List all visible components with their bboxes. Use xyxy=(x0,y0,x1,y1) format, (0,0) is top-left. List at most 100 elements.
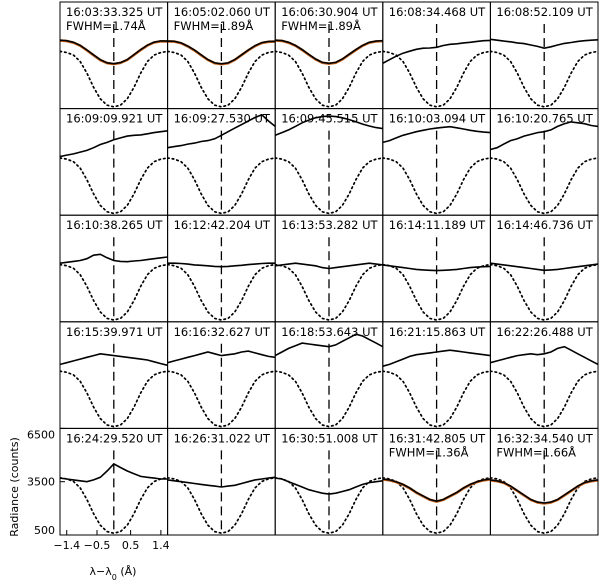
panel-timestamp: 16:09:09.921 UT xyxy=(66,112,163,126)
reference-profile-line xyxy=(490,263,598,321)
reference-profile-line xyxy=(382,263,491,321)
panel-fwhm-label: FWHM=1.89Å xyxy=(174,18,254,33)
panel-timestamp: 16:15:39.971 UT xyxy=(66,325,163,339)
panel-timestamp: 16:05:02.060 UT xyxy=(174,5,271,19)
panel-plot-area xyxy=(275,24,383,109)
reference-profile-line xyxy=(382,157,491,215)
reference-profile-line xyxy=(275,370,383,428)
x-tick-label: 0.5 xyxy=(122,539,140,552)
panel-plot-area xyxy=(167,237,276,322)
panel-plot-area xyxy=(60,237,168,322)
spectrum-panel: 16:10:20.765 UT xyxy=(489,108,599,216)
panel-timestamp: 16:10:38.265 UT xyxy=(66,218,163,232)
reference-profile-line xyxy=(167,157,276,215)
panel-fwhm-label: FWHM=1.74Å xyxy=(66,18,146,33)
panel-plot-area xyxy=(60,24,168,109)
spectrum-panel: 16:09:09.921 UT xyxy=(59,108,169,216)
x-tick-label: 1.4 xyxy=(152,539,170,552)
panel-plot-area xyxy=(382,237,491,322)
observed-profile-line xyxy=(60,253,168,264)
spectrum-panel: 16:18:53.643 UT xyxy=(274,321,384,429)
x-tick-label: −1.4 xyxy=(53,539,80,552)
panel-plot-area xyxy=(382,343,491,429)
panel-plot-area xyxy=(382,450,491,535)
panel-timestamp: 16:24:29.520 UT xyxy=(66,431,163,445)
x-axis-title: λ−λ0 (Å) xyxy=(90,565,137,581)
panel-timestamp: 16:03:33.325 UT xyxy=(66,5,163,19)
spectrum-panel: 16:14:46.736 UT xyxy=(489,214,599,323)
panel-plot-area xyxy=(275,237,383,322)
reference-profile-line xyxy=(60,50,168,108)
panel-timestamp: 16:22:26.488 UT xyxy=(496,325,593,339)
panel-timestamp: 16:09:45.515 UT xyxy=(281,112,378,126)
observed-profile-line xyxy=(60,462,168,483)
x-axis-title-unit: (Å) xyxy=(117,565,137,578)
panel-plot-area xyxy=(490,121,598,216)
reference-profile-line xyxy=(490,157,598,215)
spectrum-panel: 16:26:31.022 UT xyxy=(167,427,276,536)
reference-profile-line xyxy=(490,50,598,108)
reference-profile-line xyxy=(275,50,383,108)
reference-profile-line xyxy=(275,157,383,215)
reference-profile-line xyxy=(490,370,598,428)
spectrum-panel: 16:14:11.189 UT xyxy=(382,214,491,323)
spectrum-panel: 16:08:34.468 UT xyxy=(382,1,491,110)
observed-profile-line xyxy=(167,350,276,364)
spectrum-panel: 16:13:53.282 UT xyxy=(274,214,384,323)
panel-timestamp: 16:26:31.022 UT xyxy=(174,431,271,445)
y-axis-title: Radiance (counts) xyxy=(8,437,21,537)
reference-profile-line xyxy=(382,476,491,535)
panel-timestamp: 16:32:34.540 UT xyxy=(496,431,593,445)
reference-profile-line xyxy=(167,263,276,321)
panel-timestamp: 16:14:46.736 UT xyxy=(496,218,593,232)
spectrum-panel: 16:10:03.094 UT xyxy=(382,108,491,216)
observed-profile-line xyxy=(382,125,491,144)
panel-plot-area xyxy=(167,24,276,109)
panel-timestamp: 16:18:53.643 UT xyxy=(281,325,378,339)
observed-profile-line xyxy=(167,40,276,65)
panel-timestamp: 16:09:27.530 UT xyxy=(174,112,271,126)
spectrum-panel: 16:12:42.204 UT xyxy=(167,214,276,323)
observed-profile-line xyxy=(275,39,383,65)
x-axis-title-sub: 0 xyxy=(112,573,117,581)
panel-timestamp: 16:08:52.109 UT xyxy=(496,5,593,19)
panel-plot-area xyxy=(275,450,383,535)
reference-profile-line xyxy=(382,50,491,108)
observed-profile-line xyxy=(167,262,276,268)
panel-fwhm-label: FWHM=1.89Å xyxy=(281,18,361,33)
observed-profile-line xyxy=(275,477,383,495)
panel-timestamp: 16:12:42.204 UT xyxy=(174,218,271,232)
observed-profile-line xyxy=(382,478,491,503)
reference-profile-line xyxy=(275,263,383,321)
observed-profile-line xyxy=(490,121,598,151)
reference-profile-line xyxy=(167,50,276,108)
reference-profile-line xyxy=(60,476,168,535)
panel-plot-area xyxy=(490,237,598,322)
observed-profile-line xyxy=(382,349,491,367)
spectrum-panel: 16:21:15.863 UT xyxy=(382,321,491,429)
spectrum-panel: 16:08:52.109 UT xyxy=(489,1,599,110)
observed-profile-line xyxy=(490,345,598,366)
reference-profile-line xyxy=(275,476,383,535)
panel-plot-area xyxy=(167,450,276,535)
spectrum-panel: 16:09:45.515 UT xyxy=(274,108,384,216)
y-tick-label: 6500 xyxy=(27,428,55,441)
panel-timestamp: 16:06:30.904 UT xyxy=(281,5,378,19)
reference-profile-line xyxy=(382,370,491,428)
panel-fwhm-label: FWHM=1.36Å xyxy=(389,444,469,459)
observed-profile-line xyxy=(382,264,491,272)
spectrum-panel: 16:15:39.971 UT xyxy=(59,321,169,429)
panel-plot-area xyxy=(60,130,168,216)
panel-plot-area xyxy=(382,24,491,109)
panel-timestamp: 16:21:15.863 UT xyxy=(389,325,486,339)
panel-timestamp: 16:16:32.627 UT xyxy=(174,325,271,339)
observed-profile-line xyxy=(490,38,598,50)
spectrum-panel: 16:30:51.008 UT xyxy=(274,427,384,536)
observed-profile-line xyxy=(60,352,168,367)
panel-timestamp: 16:10:20.765 UT xyxy=(496,112,593,126)
